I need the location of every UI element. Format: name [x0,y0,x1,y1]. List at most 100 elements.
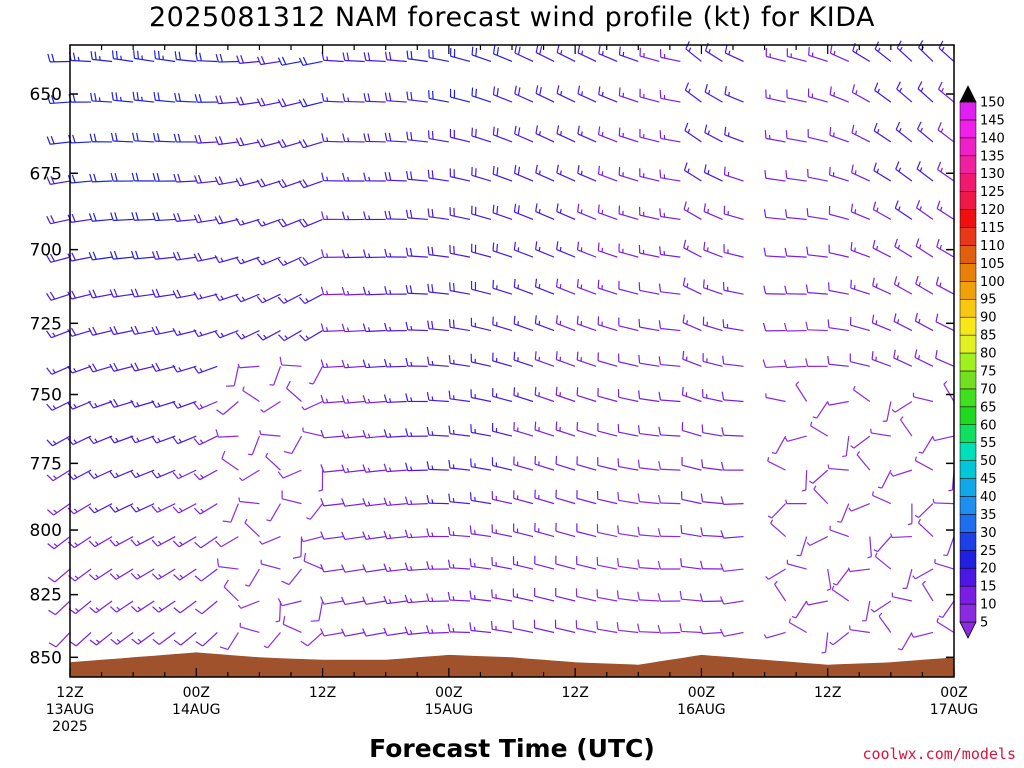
wind-barb-half [765,575,769,580]
wind-barb-full [703,241,706,251]
wind-barb-full [172,290,178,299]
wind-barb-shaft [873,170,892,182]
colorbar-segment [959,334,977,354]
wind-barb-full [784,247,788,257]
wind-barb [491,491,513,505]
wind-barb-shaft [75,600,92,615]
wind-barb [469,492,492,505]
wind-barb-shaft [852,91,871,103]
wind-barb [576,490,597,505]
wind-barb-full [724,126,727,136]
wind-barb [111,50,134,63]
wind-barb [807,168,828,182]
wind-barb-full [363,133,367,142]
wind-barb-shaft [156,435,176,444]
wind-barb-shaft [660,253,681,258]
wind-barb-shaft [471,251,492,258]
wind-barb-full [302,56,308,65]
wind-barb-full [46,176,51,185]
wind-barb-full [936,238,940,248]
wind-barb-shaft [449,467,470,471]
wind-barb-full [94,51,97,60]
colorbar-segment [959,119,977,139]
wind-barb-half [306,517,311,520]
wind-barb-full [278,334,285,342]
wind-barb-full [618,127,621,136]
wind-barb [762,359,786,369]
wind-barb [277,469,302,479]
wind-barb-full [47,53,51,63]
wind-barb-half [917,355,921,360]
wind-barb [805,321,828,332]
wind-barb-shaft [429,97,449,103]
wind-barb [598,126,618,143]
wind-barb-shaft [703,249,723,258]
wind-barb-shaft [72,400,92,410]
wind-barb-shaft [935,321,955,332]
wind-barb-full [152,638,160,645]
wind-barb-half [220,257,224,262]
wind-barb [46,503,71,516]
wind-barb-shaft [323,293,344,296]
wind-barb [109,398,134,408]
wind-barb-half [795,381,800,386]
wind-barb [576,422,597,437]
wind-barb-shaft [201,568,218,582]
wind-barb-shaft [201,600,218,615]
wind-barb-shaft [155,99,176,103]
wind-barb-shaft [805,470,808,491]
wind-barb-half [538,208,541,214]
wind-barb [193,400,218,410]
wind-barb-full [109,539,116,547]
wind-barb-shaft [52,469,71,482]
wind-barb-shaft [765,255,786,258]
wind-barb [152,600,176,613]
wind-barb-full [198,94,202,103]
wind-barb-shaft [134,365,155,372]
wind-barb-half [940,128,944,133]
wind-barb-full [298,99,304,108]
wind-barb-full [428,90,430,99]
wind-barb-full [577,44,581,54]
wind-barb-shaft [135,503,155,513]
wind-barb-full [657,624,661,634]
wind-barb-full [215,95,220,104]
wind-barb-shaft [323,568,344,573]
wind-barb-shaft [197,256,218,262]
wind-barb-full [172,506,180,514]
wind-barb [763,247,786,258]
wind-barb [577,165,597,182]
wind-barb-shaft [134,329,155,335]
wind-barb-shaft [93,435,113,445]
credit-link[interactable]: coolwx.com/models [862,745,1016,763]
wind-barb [277,179,302,189]
wind-barb-half [837,520,842,523]
wind-barb-half [912,575,916,580]
wind-barb-full [299,334,306,342]
wind-barb [829,632,850,646]
wind-barb-full [256,219,263,227]
wind-barb-full [303,552,307,562]
wind-barb [194,568,218,582]
wind-barb-full [50,135,55,145]
wind-barb [470,458,492,471]
wind-barb-full [362,323,367,332]
wind-barb-half [899,46,903,51]
wind-barb [447,559,470,570]
wind-barb-half [367,501,371,506]
wind-barb-full [198,134,202,144]
wind-barb [193,469,218,481]
wind-barb-full [535,164,538,174]
wind-barb-shaft [50,141,71,145]
wind-barb-shaft [828,467,849,471]
wind-barb [763,209,786,221]
wind-barb [514,44,534,63]
wind-barb-shaft [915,320,934,332]
wind-barb-full [151,251,156,260]
wind-barb-shaft [917,88,934,103]
wind-barb-full [342,52,346,61]
wind-barb [470,317,492,332]
wind-barb-full [597,165,601,175]
wind-barb-full [384,248,388,258]
wind-barb-shaft [704,132,723,143]
